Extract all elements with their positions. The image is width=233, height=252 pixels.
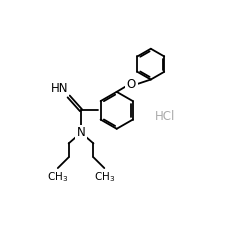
Text: HCl: HCl bbox=[154, 110, 175, 123]
Text: CH$_3$: CH$_3$ bbox=[47, 170, 69, 184]
Text: CH$_3$: CH$_3$ bbox=[94, 170, 115, 184]
Text: HN: HN bbox=[50, 82, 68, 95]
Text: N: N bbox=[77, 127, 86, 140]
Text: O: O bbox=[127, 78, 136, 91]
